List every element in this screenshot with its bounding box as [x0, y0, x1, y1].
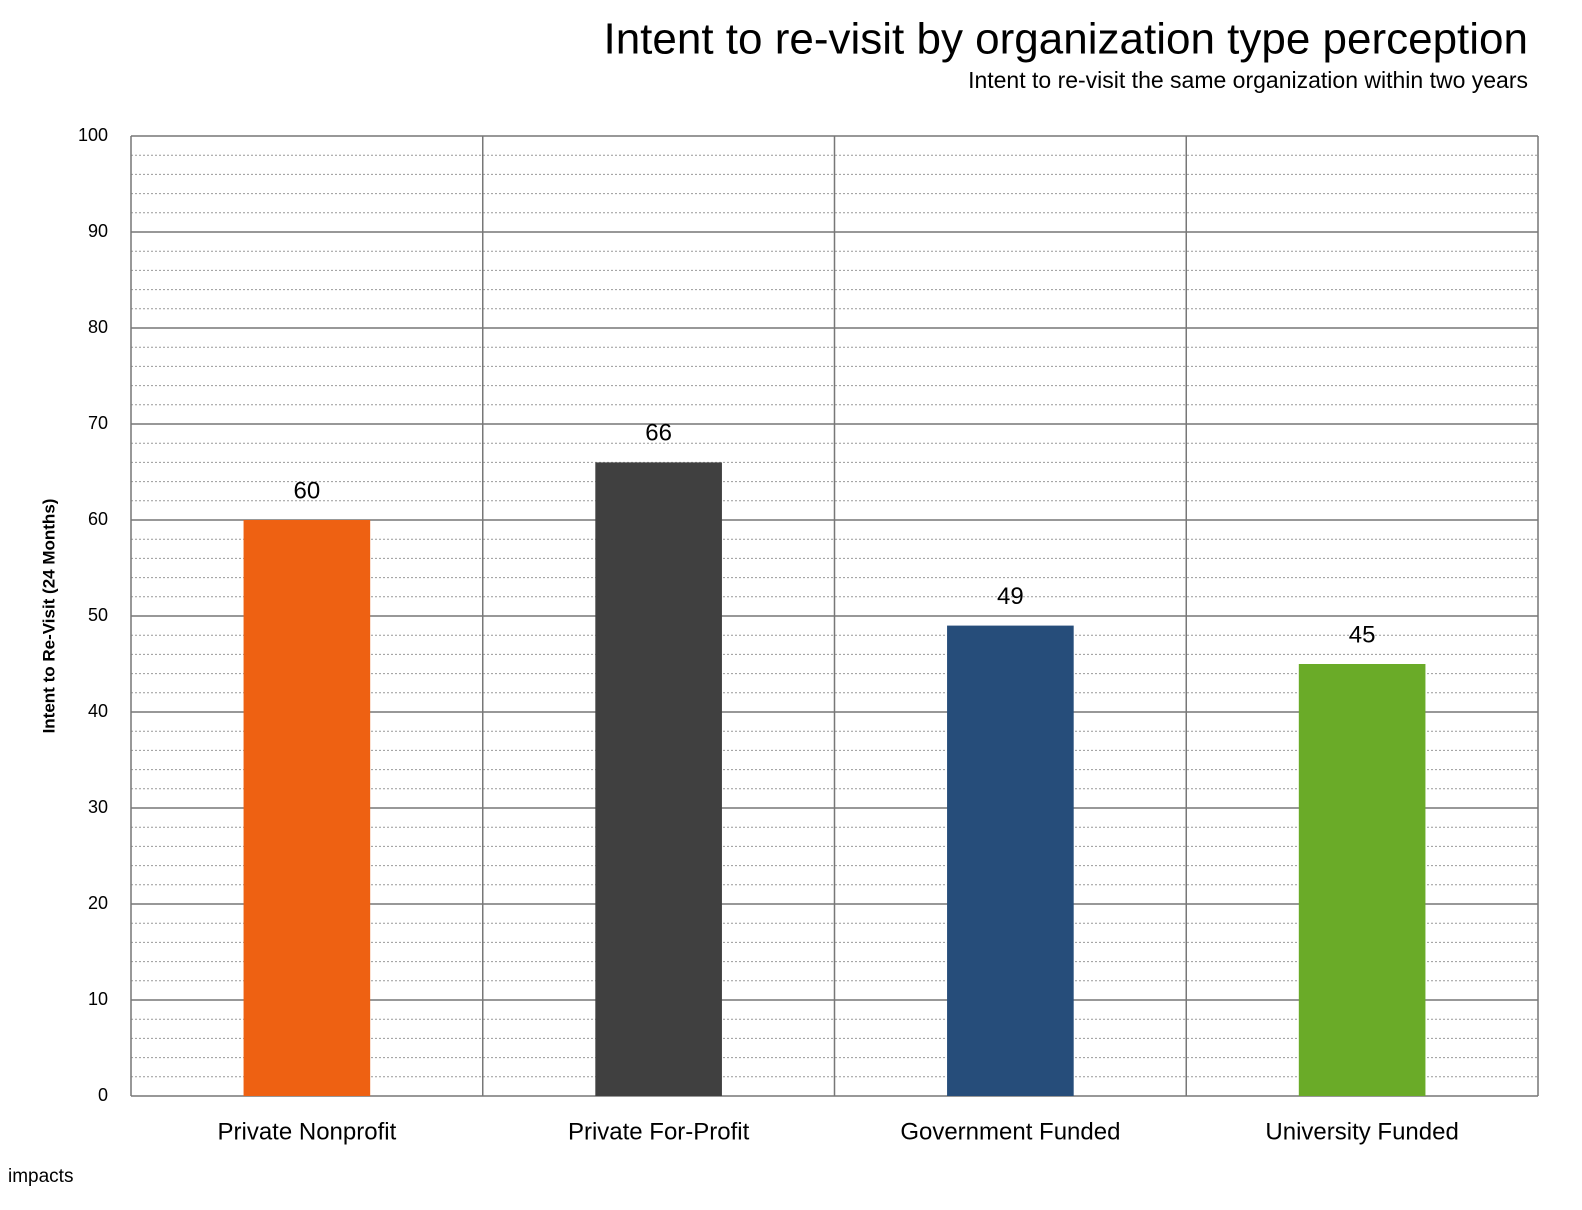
value-label: 66 — [645, 420, 672, 447]
bar — [947, 625, 1074, 1096]
y-tick-label: 40 — [88, 701, 108, 721]
bar — [243, 520, 371, 1096]
y-tick-label: 10 — [88, 989, 108, 1009]
y-tick-label: 60 — [88, 509, 108, 529]
source: impacts — [8, 1166, 73, 1187]
y-tick-label: 70 — [88, 413, 108, 433]
x-tick-label: Government Funded — [900, 1118, 1120, 1145]
y-tick-label: 30 — [88, 797, 108, 817]
y-axis-label: Intent to Re-Visit (24 Months) — [39, 499, 58, 734]
y-tick-label: 20 — [88, 893, 108, 913]
x-tick-label: Private Nonprofit — [218, 1118, 397, 1145]
chart-subtitle: Intent to re-visit the same organization… — [968, 67, 1528, 93]
value-label: 49 — [997, 583, 1024, 610]
value-label: 60 — [294, 477, 321, 504]
value-label: 45 — [1349, 621, 1376, 648]
y-tick-label: 50 — [88, 605, 108, 625]
y-tick-label: 0 — [98, 1085, 108, 1105]
bar — [1298, 664, 1426, 1096]
bar — [595, 462, 722, 1096]
chart-title: Intent to re-visit by organization type … — [603, 15, 1528, 64]
y-tick-label: 80 — [88, 317, 108, 337]
x-tick-label: Private For-Profit — [568, 1118, 750, 1145]
y-tick-label: 90 — [88, 221, 108, 241]
y-tick-label: 100 — [78, 125, 108, 145]
x-tick-label: University Funded — [1265, 1118, 1458, 1145]
